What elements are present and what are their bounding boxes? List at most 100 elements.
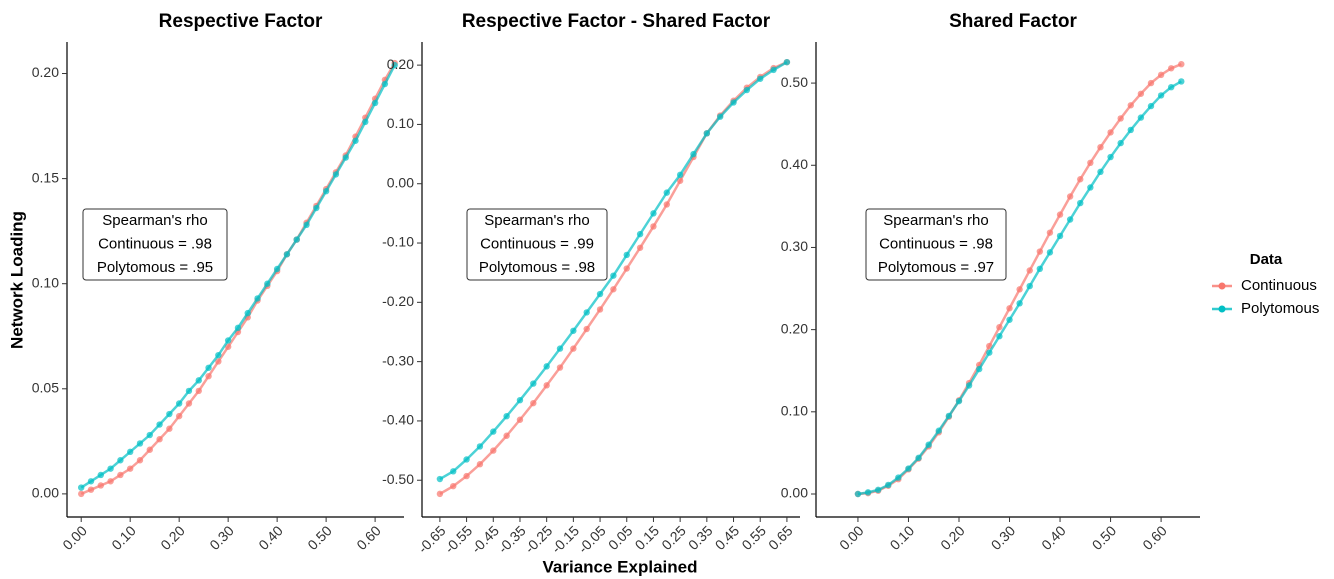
point: [273, 265, 281, 273]
point: [935, 427, 942, 434]
point: [322, 188, 330, 195]
point: [185, 387, 193, 395]
point: [650, 210, 657, 217]
x-tick-label: 0.45: [712, 522, 743, 553]
annotation-text: Spearman's rho: [484, 212, 589, 229]
annotation-box: [82, 208, 228, 281]
point: [1157, 71, 1165, 79]
y-tick-label: 0.00: [32, 485, 59, 501]
point: [743, 86, 751, 94]
point: [1066, 216, 1074, 223]
x-tick-label: 0.65: [765, 522, 796, 553]
y-tick-label: 0.20: [387, 56, 414, 72]
x-tick-label: 0.40: [1038, 522, 1069, 553]
point: [663, 189, 670, 196]
y-tick-label: 0.10: [32, 274, 59, 290]
x-tick-label: 0.20: [157, 522, 188, 553]
y-tick-label: 0.00: [781, 485, 808, 501]
y-tick-label: -0.30: [382, 352, 414, 368]
point: [195, 387, 202, 395]
point: [570, 327, 577, 334]
point: [87, 486, 95, 493]
x-tick-label: 0.10: [887, 522, 918, 553]
point: [955, 397, 963, 405]
y-tick-label: 0.10: [781, 403, 808, 419]
point: [1157, 92, 1165, 99]
point: [1056, 211, 1064, 218]
point: [136, 440, 144, 447]
annotation-text: Continuous = .98: [879, 235, 993, 252]
x-tick-label: 0.20: [937, 522, 968, 553]
y-tick-label: 0.20: [32, 64, 59, 80]
x-tick-label: 0.05: [605, 522, 636, 553]
point: [175, 400, 183, 407]
x-tick-label: 0.55: [738, 522, 769, 553]
point: [1006, 316, 1013, 323]
point: [596, 290, 604, 298]
point: [1147, 102, 1155, 110]
point: [215, 358, 222, 365]
x-tick-label: 0.00: [59, 522, 90, 553]
annotation-text: Spearman's rho: [102, 212, 207, 229]
point: [874, 486, 882, 494]
point: [1107, 153, 1114, 161]
x-tick-label: 0.50: [304, 522, 335, 553]
point: [610, 272, 617, 279]
point: [1077, 199, 1084, 207]
point: [362, 118, 369, 126]
point: [78, 484, 85, 491]
point: [925, 441, 932, 448]
x-tick-label: 0.25: [658, 522, 689, 553]
point: [1097, 143, 1104, 151]
point: [516, 396, 524, 404]
point: [463, 456, 470, 463]
y-tick-label: 0.15: [32, 169, 59, 185]
point: [205, 364, 212, 371]
point: [583, 325, 590, 333]
point: [450, 468, 457, 475]
point: [450, 482, 457, 490]
point: [1026, 282, 1033, 290]
point: [166, 425, 173, 432]
point: [175, 412, 183, 420]
point: [1178, 60, 1185, 68]
point: [1117, 139, 1124, 147]
point: [636, 230, 644, 238]
point: [915, 454, 922, 462]
point: [224, 343, 232, 350]
point: [676, 177, 684, 184]
point: [676, 171, 684, 179]
point: [146, 446, 153, 453]
point: [224, 337, 232, 344]
point: [596, 306, 604, 313]
point: [1046, 229, 1054, 236]
point: [1117, 115, 1124, 122]
x-tick-label: -0.05: [575, 522, 609, 556]
point: [516, 416, 524, 423]
x-tick-label: 0.30: [206, 522, 237, 553]
x-tick-label: -0.15: [548, 522, 582, 556]
annotation-text: Polytomous = .98: [479, 259, 595, 276]
x-tick-label: -0.45: [468, 522, 502, 556]
x-tick-label: 0.60: [353, 522, 384, 553]
point: [864, 489, 872, 496]
point: [205, 372, 212, 380]
point: [905, 465, 912, 472]
y-tick-label: -0.50: [382, 471, 414, 487]
point: [476, 443, 484, 450]
y-tick-label: 0.20: [781, 320, 808, 336]
point: [195, 377, 202, 384]
point: [690, 150, 697, 158]
y-tick-label: -0.20: [382, 293, 414, 309]
chart-title: Respective Factor: [159, 11, 323, 32]
x-tick-label: 0.10: [108, 522, 139, 553]
point: [623, 251, 630, 259]
point: [716, 113, 724, 120]
point: [570, 345, 577, 352]
point: [352, 137, 359, 144]
point: [97, 482, 104, 489]
point: [730, 99, 737, 106]
y-axis-label: Network Loading: [7, 211, 26, 349]
point: [783, 58, 791, 66]
